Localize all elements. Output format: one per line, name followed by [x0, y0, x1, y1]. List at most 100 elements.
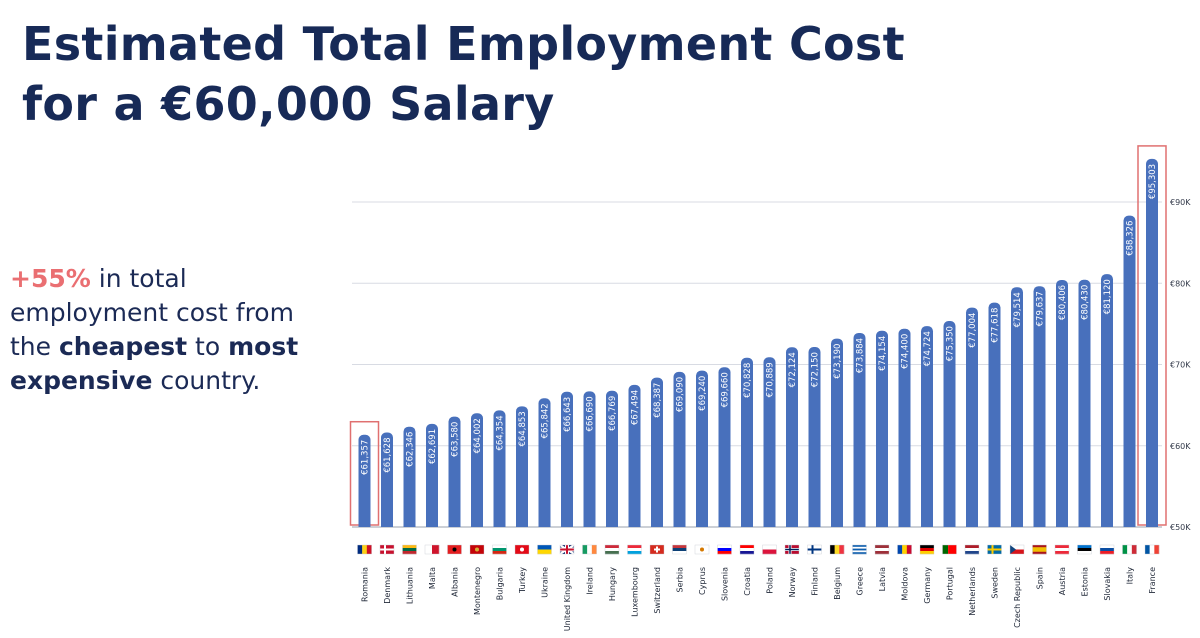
bar-base [1101, 521, 1113, 527]
flag-stripe [672, 548, 687, 552]
flag-stripe [492, 551, 507, 555]
data-label: €73,884 [856, 338, 866, 373]
data-label: €81,120 [1103, 279, 1113, 314]
flag-stripe [1077, 548, 1092, 552]
flag-border [559, 544, 575, 555]
flag-stripe [402, 545, 417, 549]
category-label: Albania [451, 567, 460, 597]
bar [471, 413, 483, 527]
bar [651, 377, 663, 527]
bar-base [1033, 521, 1046, 527]
bar-base [516, 521, 528, 527]
data-label: €69,660 [721, 372, 731, 407]
flag-stripe [591, 545, 597, 554]
bar [741, 357, 753, 527]
flag-stripe [1077, 545, 1092, 549]
flag-border [537, 544, 552, 555]
flag-triangle [1010, 545, 1016, 554]
callout-cheapest: cheapest [58, 332, 188, 361]
data-label: €79,637 [1036, 291, 1046, 326]
data-label: €73,190 [833, 344, 843, 379]
data-label: €66,769 [608, 396, 618, 431]
flag-stripe [942, 545, 949, 554]
flag-border [874, 544, 890, 555]
data-label: €62,346 [406, 432, 416, 467]
flag-cross [560, 548, 574, 551]
flag-stripe [582, 545, 588, 554]
flag-stripe [587, 545, 593, 554]
bar-base [1123, 521, 1136, 527]
bar-base [493, 521, 506, 527]
data-label: €66,690 [586, 396, 596, 431]
flag-border [582, 544, 597, 555]
flag-border [762, 544, 777, 555]
flag-stripe [605, 551, 619, 555]
bar [448, 416, 461, 527]
flag-border [739, 544, 755, 555]
flag-stripe [852, 548, 867, 551]
flag-stripe [425, 545, 433, 554]
flag-stripe [1032, 549, 1047, 552]
flag-stripe [627, 548, 642, 552]
data-label: €67,494 [631, 390, 641, 425]
category-label: Ireland [586, 567, 595, 595]
bar-base [763, 521, 776, 527]
bar [988, 302, 1001, 527]
category-label: Montenegro [473, 567, 482, 615]
flag-stripe [672, 545, 687, 549]
category-label: Latvia [878, 567, 887, 591]
flag-stripe [834, 545, 840, 554]
bar [1146, 158, 1158, 527]
bar-base [1146, 521, 1158, 527]
flag-stripe [852, 550, 867, 553]
category-label: Estonia [1081, 567, 1090, 597]
category-label: Netherlands [968, 567, 977, 616]
flag-stripe [537, 549, 552, 555]
flag-border [1144, 544, 1160, 555]
category-label: Czech Republic [1013, 567, 1022, 628]
flag-cross [987, 548, 1002, 551]
bar [606, 390, 618, 527]
bar-base [808, 521, 821, 527]
bar [1056, 279, 1068, 527]
flag-border [1009, 544, 1025, 555]
data-label: €64,853 [518, 411, 528, 446]
data-label: €61,628 [383, 438, 393, 473]
data-label: €69,090 [676, 377, 686, 412]
bar [538, 398, 551, 527]
flag-stripe [852, 545, 867, 547]
flag-border [649, 544, 665, 555]
bar [561, 391, 573, 527]
bar [516, 406, 528, 527]
flag-stripe [432, 545, 440, 554]
flag-stripe [920, 545, 934, 549]
data-label: €63,580 [451, 422, 461, 457]
bar [403, 426, 416, 527]
bar [426, 423, 438, 527]
flag-border [852, 544, 867, 555]
flag-border [402, 544, 417, 555]
bar-base [561, 521, 573, 527]
flag-stripe [740, 545, 754, 549]
data-label: €80,430 [1081, 285, 1091, 320]
category-label: Italy [1126, 567, 1135, 585]
flag-stripe [492, 548, 507, 552]
category-label: Denmark [383, 567, 392, 604]
category-label: Cyprus [698, 567, 707, 595]
data-label: €74,400 [901, 334, 911, 369]
flag-stripe [717, 548, 732, 552]
bar [628, 384, 641, 527]
bar-base [921, 521, 933, 527]
flag-stripe [762, 545, 777, 550]
data-label: €64,002 [473, 418, 483, 453]
flag-stripe [1127, 545, 1133, 554]
data-label: €66,643 [563, 397, 573, 432]
flag-border [514, 544, 530, 555]
flag-stripe [897, 545, 903, 554]
bar-base [741, 521, 753, 527]
flag-border [672, 544, 687, 555]
flag-border [829, 544, 845, 555]
flag-stripe [906, 545, 912, 554]
bar [898, 328, 911, 527]
flag-stripe [717, 545, 732, 549]
